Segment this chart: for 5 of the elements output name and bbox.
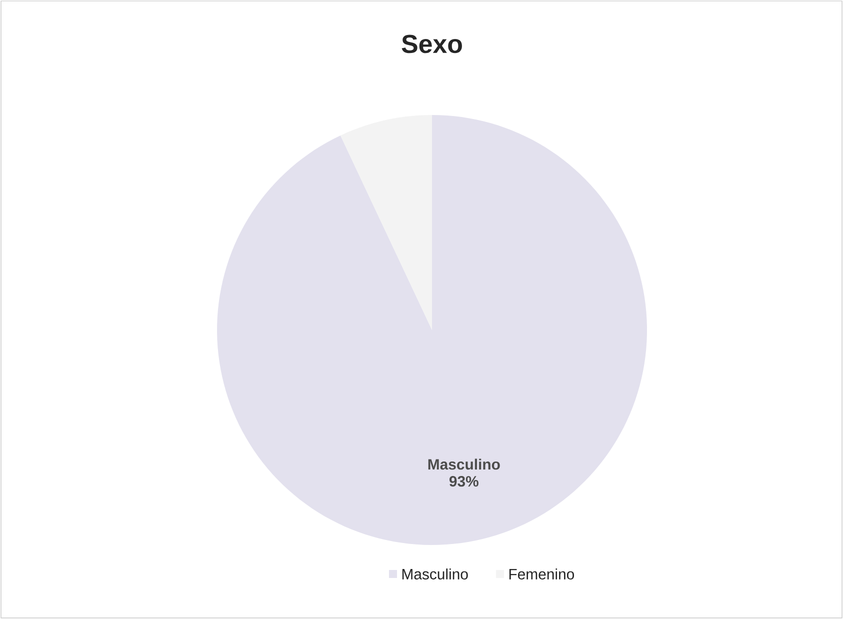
- legend-label: Femenino: [509, 568, 574, 580]
- data-label: 93%: [449, 476, 478, 487]
- legend-label: Masculino: [402, 568, 468, 580]
- chart-title: Sexo: [402, 34, 462, 54]
- slice-label: Masculino: [428, 458, 500, 470]
